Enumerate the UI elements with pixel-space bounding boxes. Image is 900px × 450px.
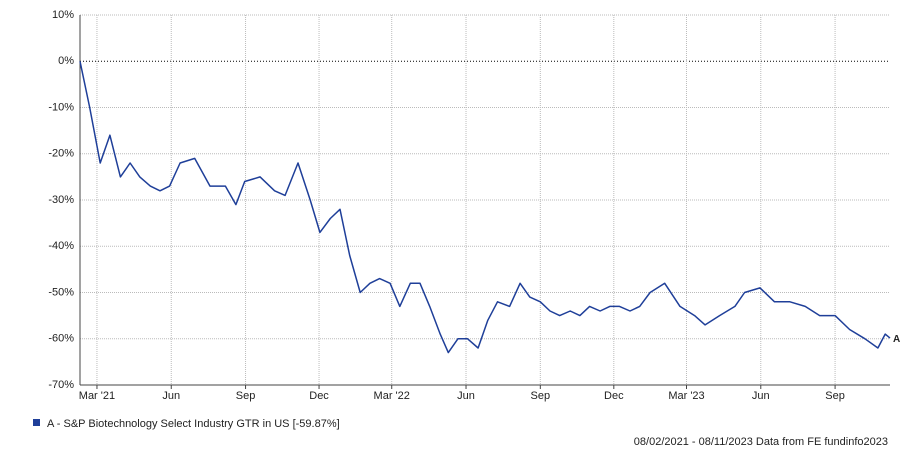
y-tick-label: 10%	[52, 9, 74, 21]
x-tick-label: Sep	[236, 390, 256, 402]
x-tick-label: Jun	[752, 390, 770, 402]
y-tick-label: 0%	[58, 55, 74, 67]
footer: 08/02/2021 - 08/11/2023 Data from FE fun…	[634, 436, 888, 448]
series-line	[79, 61, 891, 354]
x-tick-label: Dec	[604, 390, 624, 402]
legend-swatch	[33, 419, 40, 426]
y-tick-label: -40%	[48, 240, 74, 252]
y-tick-label: -70%	[48, 379, 74, 391]
y-tick-label: -50%	[48, 286, 74, 298]
x-tick-label: Mar '21	[79, 390, 115, 402]
x-tick-label: Sep	[531, 390, 551, 402]
x-tick-label: Sep	[825, 390, 845, 402]
legend-label: A - S&P Biotechnology Select Industry GT…	[47, 418, 340, 430]
y-tick-label: -10%	[48, 101, 74, 113]
end-label: A	[893, 334, 900, 345]
x-tick-label: Jun	[457, 390, 475, 402]
x-tick-label: Jun	[162, 390, 180, 402]
y-tick-label: -60%	[48, 333, 74, 345]
x-tick-label: Mar '23	[668, 390, 704, 402]
x-tick-label: Dec	[309, 390, 329, 402]
y-tick-label: -30%	[48, 194, 74, 206]
x-tick-label: Mar '22	[374, 390, 410, 402]
y-tick-label: -20%	[48, 148, 74, 160]
